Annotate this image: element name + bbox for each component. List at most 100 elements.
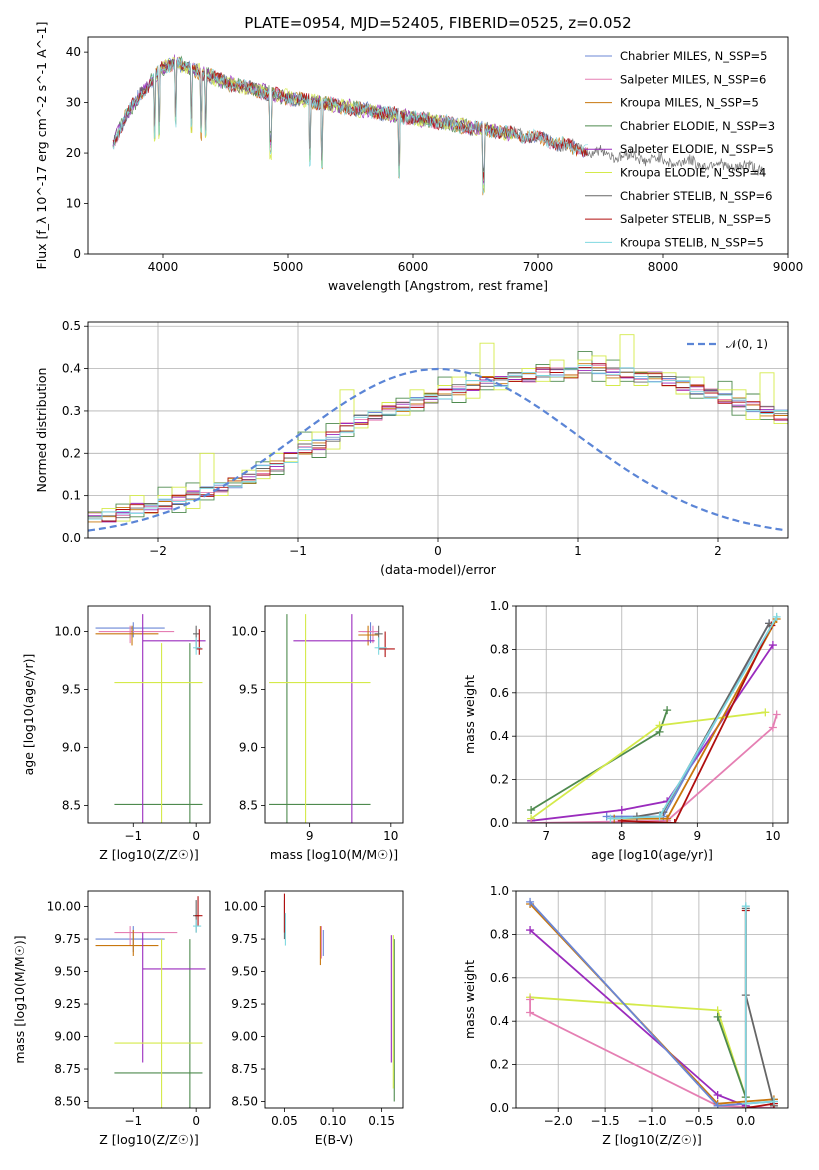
plot-area [516,891,788,1108]
y-tick-label: 0.8 [490,642,509,656]
y-tick-label: 0 [73,247,81,261]
y-tick-label: 8.50 [54,1095,81,1109]
weight-series [744,906,774,1105]
y-tick-label: 8.5 [62,799,81,813]
weight-series [610,616,778,820]
x-tick-label: 10 [383,829,398,843]
x-tick-label: 0 [192,829,200,843]
legend-entry: 𝒩(0, 1) [726,337,768,351]
spectrum-series [112,59,589,183]
weight-marker [713,1090,722,1099]
axes-frame [87,321,789,539]
legend-entry: Kroupa MILES, N_SSP=5 [620,96,759,110]
histogram-series [88,351,788,522]
x-axis-label: E(B-V) [315,1132,354,1147]
x-tick-label: 7000 [523,260,554,274]
figure-title: PLATE=0954, MJD=52405, FIBERID=0525, z=0… [244,14,631,32]
weight-vs-age-panel: 7 8 9 10 0.0 0.2 0.4 0.6 0.8 1.0 age [log10(age/yr… [462,599,789,862]
errorbar-point [142,932,206,1063]
errorbar-point [194,896,203,927]
y-tick-label: 0.6 [490,686,509,700]
weight-marker [655,812,664,821]
x-tick-label: 0.10 [320,1114,347,1128]
x-tick-label: −2 [149,544,167,558]
y-tick-label: 20 [66,146,81,160]
axes-frame [515,605,789,824]
y-tick-label: 8.50 [231,1095,258,1109]
weight-marker [527,805,536,814]
y-tick-label: 10.00 [47,900,81,914]
weight-marker [526,995,535,1004]
weight-marker [526,897,535,906]
x-tick-label: 8 [618,829,626,843]
y-tick-label: 9.75 [231,932,258,946]
legend-entry: Chabrier ELODIE, N_SSP=3 [620,119,775,133]
x-tick-label: 9 [306,829,314,843]
legend-entry: Salpeter MILES, N_SSP=6 [620,72,766,86]
spectrum-series [112,59,589,183]
spectrum-series [112,56,589,196]
axes-frame [264,890,404,1109]
x-tick-label: −0.5 [684,1114,713,1128]
spectrum-series [112,58,763,176]
weight-marker [663,706,672,715]
spectrum-series [112,55,514,175]
y-axis-label: Flux [f_λ 10^-17 erg cm^-2 s^-1 A^-1] [34,22,49,270]
plot-area [88,322,788,538]
errorbar-point [142,614,206,823]
x-tick-label: 0 [434,544,442,558]
y-tick-label: 10.0 [54,625,81,639]
weight-marker [670,819,679,823]
x-tick-label: −2.0 [544,1114,573,1128]
errorbar-point [114,643,203,823]
weight-series [530,709,668,811]
y-tick-label: 0.2 [62,446,81,460]
weight-series [530,644,774,822]
weight-marker [741,1099,750,1108]
x-tick-label: 1 [574,544,582,558]
errorbar-point [358,625,379,646]
y-tick-label: 0.5 [62,319,81,333]
y-tick-label: 10.0 [231,625,258,639]
y-tick-label: 0.1 [62,489,81,503]
y-tick-label: 1.0 [490,884,509,898]
weight-marker [765,619,774,628]
errorbar-point [193,919,202,933]
mass-vs-ebv-panel: 0.05 0.10 0.15 8.50 8.75 9.00 9.25 9.50 9.75 10.0… [224,890,404,1147]
x-axis-label: mass [log10(M/M☉)] [270,847,398,862]
x-axis-label: Z [log10(Z/Z☉)] [602,1132,702,1147]
weight-marker [526,1008,535,1017]
x-tick-label: 6000 [398,260,429,274]
x-axis-label: (data-model)/error [380,562,497,577]
errorbar-point [293,614,375,823]
x-tick-label: 8000 [648,260,679,274]
errorbar-point [193,637,202,655]
legend-entry: Chabrier MILES, N_SSP=5 [620,49,767,63]
mass-vs-metallicity-panel: −1 0 8.50 8.75 9.00 9.25 9.50 9.75 10.00 Z [log10… [12,890,211,1147]
x-tick-label: 7 [542,829,550,843]
x-axis-label: age [log10(age/yr)] [591,847,713,862]
x-tick-label: 5000 [273,260,304,274]
y-tick-label: 0.4 [62,362,81,376]
y-axis-label: mass weight [462,675,477,754]
y-tick-label: 8.75 [54,1062,81,1076]
y-tick-label: 9.75 [54,932,81,946]
errorbar-point [374,637,387,655]
y-tick-label: 0.2 [490,1058,509,1072]
axes-frame [87,890,211,1109]
plot-area [269,614,395,823]
weight-marker [772,710,781,719]
y-axis-label: mass weight [462,960,477,1039]
gaussian-curve [88,367,786,532]
weight-series [744,908,775,1107]
y-tick-label: 9.0 [62,741,81,755]
x-tick-label: 4000 [148,260,179,274]
y-tick-label: 40 [66,45,81,59]
errorbar-point [269,614,371,823]
x-axis-label: Z [log10(Z/Z☉)] [99,1132,199,1147]
y-axis-label: Normed distribution [34,368,49,493]
weight-marker [768,641,777,650]
weight-series [621,625,773,823]
plot-area [283,893,395,1102]
errorbar-point [95,625,159,646]
